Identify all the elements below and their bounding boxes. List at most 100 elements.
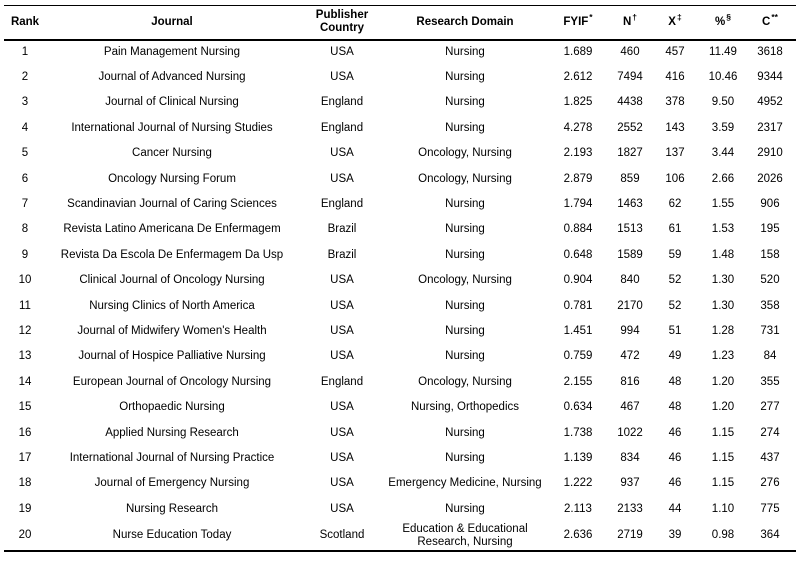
cell-c: 9344	[757, 71, 783, 84]
cell-pct: 3.59	[711, 121, 735, 134]
cell-country: USA	[330, 172, 354, 185]
cell-domain: Oncology, Nursing	[418, 147, 512, 160]
cell-n: 467	[620, 401, 640, 414]
table-row: 10 Clinical Journal of Oncology Nursing US…	[4, 268, 796, 293]
cell-c: 906	[760, 198, 780, 211]
cell-domain: Nursing	[445, 502, 485, 515]
cell-country: Scotland	[319, 529, 365, 542]
cell-rank: 19	[18, 502, 32, 515]
column-header-c: C**	[762, 11, 778, 28]
cell-c: 355	[760, 375, 780, 388]
cell-rank: 20	[18, 529, 32, 542]
cell-x: 62	[668, 198, 682, 211]
cell-domain: Nursing	[445, 223, 485, 236]
cell-rank: 18	[18, 477, 32, 490]
cell-rank: 2	[21, 71, 29, 84]
column-header-journal: Journal	[151, 15, 193, 28]
cell-journal: Pain Management Nursing	[103, 46, 241, 59]
cell-n: 1463	[617, 198, 643, 211]
cell-journal: Journal of Midwifery Women's Health	[77, 324, 267, 337]
cell-journal: Nurse Education Today	[112, 529, 232, 542]
cell-c: 158	[760, 248, 780, 261]
cell-journal: Journal of Clinical Nursing	[105, 96, 239, 109]
table-row: 14 European Journal of Oncology Nursing En…	[4, 370, 796, 395]
cell-pct: 1.30	[711, 299, 735, 312]
cell-fyif: 0.884	[563, 223, 593, 236]
cell-x: 39	[668, 529, 682, 542]
cell-x: 52	[668, 299, 682, 312]
cell-x: 59	[668, 248, 682, 261]
cell-fyif: 1.451	[563, 324, 593, 337]
cell-pct: 1.28	[711, 324, 735, 337]
cell-c: 520	[760, 274, 780, 287]
cell-n: 2170	[617, 299, 643, 312]
cell-n: 1827	[617, 147, 643, 160]
cell-pct: 2.66	[711, 172, 735, 185]
cell-pct: 1.20	[711, 401, 735, 414]
cell-fyif: 4.278	[563, 121, 593, 134]
cell-domain: Oncology, Nursing	[418, 172, 512, 185]
cell-c: 276	[760, 477, 780, 490]
cell-fyif: 2.155	[563, 375, 593, 388]
footnote-mark-pct: §	[726, 11, 731, 22]
cell-journal: International Journal of Nursing Studies	[71, 121, 273, 134]
cell-pct: 10.46	[708, 71, 738, 84]
cell-n: 1513	[617, 223, 643, 236]
cell-rank: 6	[21, 172, 29, 185]
cell-fyif: 1.794	[563, 198, 593, 211]
cell-country: USA	[330, 401, 354, 414]
cell-n: 2719	[617, 529, 643, 542]
cell-fyif: 1.222	[563, 477, 593, 490]
cell-c: 277	[760, 401, 780, 414]
cell-c: 84	[763, 350, 777, 363]
header-row: Rank Journal Publisher Country Research Dom…	[4, 6, 796, 40]
cell-journal: Journal of Emergency Nursing	[94, 477, 250, 490]
cell-fyif: 2.113	[564, 502, 592, 515]
cell-fyif: 2.193	[563, 147, 593, 160]
cell-domain: Emergency Medicine, Nursing	[388, 477, 542, 490]
cell-domain: Nursing	[445, 324, 485, 337]
cell-fyif: 1.738	[563, 426, 593, 439]
cell-c: 195	[760, 223, 780, 236]
cell-pct: 1.48	[711, 248, 735, 261]
cell-pct: 3.44	[711, 147, 735, 160]
cell-n: 859	[620, 172, 640, 185]
table-row: 2 Journal of Advanced Nursing USA Nursing 2.…	[4, 65, 796, 90]
table-row: 19 Nursing Research USA Nursing 2.113 2133 44 1…	[4, 497, 796, 522]
table-row: 16 Applied Nursing Research USA Nursing 1.73…	[4, 420, 796, 445]
cell-journal: International Journal of Nursing Practic…	[69, 451, 275, 464]
table-row: 4 International Journal of Nursing Studie…	[4, 116, 796, 141]
cell-n: 4438	[617, 96, 643, 109]
cell-journal: Nursing Research	[125, 502, 219, 515]
cell-fyif: 0.759	[563, 350, 593, 363]
cell-country: Brazil	[327, 223, 357, 236]
cell-journal: Journal of Hospice Palliative Nursing	[78, 350, 266, 363]
cell-journal: Revista Da Escola De Enfermagem Da Usp	[60, 248, 284, 261]
cell-domain: Nursing	[445, 121, 485, 134]
table-row: 8 Revista Latino Americana De Enfermagem B…	[4, 217, 796, 242]
cell-c: 2026	[757, 172, 783, 185]
cell-x: 46	[668, 451, 682, 464]
cell-pct: 1.10	[711, 502, 735, 515]
cell-rank: 1	[21, 46, 29, 59]
cell-x: 416	[665, 71, 685, 84]
cell-country: Brazil	[327, 248, 357, 261]
cell-x: 52	[668, 274, 682, 287]
cell-domain: Nursing	[445, 299, 485, 312]
cell-pct: 9.50	[711, 96, 735, 109]
cell-journal: Revista Latino Americana De Enfermagem	[63, 223, 281, 236]
cell-rank: 11	[19, 299, 31, 312]
cell-x: 48	[668, 401, 682, 414]
cell-n: 7494	[617, 71, 643, 84]
table-row: 1 Pain Management Nursing USA Nursing 1.689 4…	[4, 40, 796, 65]
cell-x: 49	[668, 350, 682, 363]
cell-country: England	[320, 121, 364, 134]
cell-x: 457	[665, 46, 685, 59]
cell-country: USA	[330, 147, 354, 160]
cell-domain: Nursing	[445, 426, 485, 439]
cell-n: 1022	[617, 426, 643, 439]
table-row: 7 Scandinavian Journal of Caring Sciences…	[4, 192, 796, 217]
table-row: 3 Journal of Clinical Nursing England Nursi…	[4, 90, 796, 115]
cell-domain: Nursing	[445, 198, 485, 211]
table-row: 15 Orthopaedic Nursing USA Nursing, Orthope…	[4, 395, 796, 420]
